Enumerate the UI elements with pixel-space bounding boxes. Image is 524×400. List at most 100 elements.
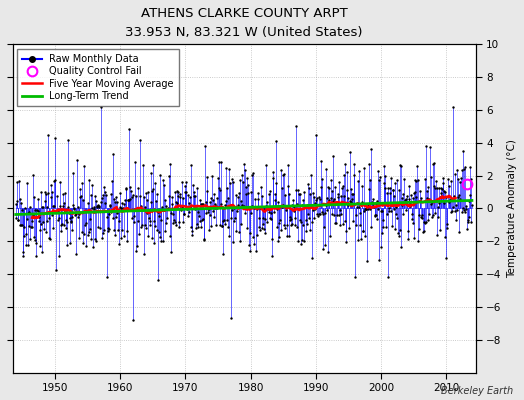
Point: [276, 226, 285, 233]
Point: [294, 187, 302, 193]
Point: [35, 218, 43, 224]
Point: [206, 199, 215, 205]
Point: [134, 185, 143, 191]
Point: [297, 241, 305, 248]
Point: [413, 163, 421, 170]
Point: [188, 232, 196, 238]
Point: [277, 167, 285, 174]
Point: [439, 175, 447, 181]
Point: [285, 191, 293, 197]
Point: [250, 240, 258, 247]
Point: [123, 228, 132, 235]
Point: [323, 206, 332, 213]
Point: [171, 199, 180, 206]
Point: [467, 176, 476, 182]
Point: [403, 192, 411, 199]
Point: [444, 199, 453, 205]
Point: [337, 193, 346, 200]
Point: [233, 208, 241, 214]
Point: [454, 176, 463, 182]
Point: [445, 197, 454, 204]
Point: [74, 203, 82, 210]
Point: [255, 224, 263, 230]
Point: [47, 182, 56, 188]
Point: [418, 212, 427, 218]
Point: [204, 206, 212, 212]
Point: [298, 202, 307, 208]
Point: [256, 205, 265, 212]
Point: [320, 223, 328, 230]
Point: [456, 196, 465, 202]
Point: [417, 214, 425, 220]
Point: [110, 227, 118, 233]
Point: [255, 215, 264, 221]
Point: [425, 196, 434, 202]
Point: [27, 218, 36, 224]
Point: [383, 189, 391, 196]
Point: [123, 238, 131, 244]
Point: [347, 191, 356, 197]
Point: [187, 224, 195, 230]
Point: [103, 225, 112, 231]
Point: [39, 204, 47, 210]
Point: [430, 160, 438, 166]
Point: [240, 160, 248, 167]
Point: [401, 197, 409, 203]
Point: [346, 198, 354, 205]
Point: [116, 204, 124, 210]
Point: [58, 191, 67, 197]
Point: [446, 197, 454, 204]
Point: [68, 227, 76, 234]
Point: [247, 189, 255, 195]
Point: [141, 222, 149, 228]
Point: [308, 219, 316, 226]
Point: [236, 237, 244, 244]
Point: [107, 208, 116, 215]
Point: [269, 174, 277, 181]
Point: [167, 210, 176, 216]
Point: [434, 204, 442, 210]
Point: [270, 209, 278, 215]
Point: [147, 199, 155, 205]
Point: [105, 210, 114, 217]
Point: [178, 179, 187, 186]
Point: [137, 223, 145, 230]
Point: [64, 136, 73, 143]
Point: [241, 210, 249, 216]
Point: [433, 214, 442, 220]
Point: [361, 206, 369, 212]
Point: [373, 215, 381, 222]
Point: [34, 195, 42, 202]
Point: [332, 220, 340, 226]
Point: [400, 176, 409, 182]
Point: [341, 161, 349, 168]
Point: [440, 188, 448, 194]
Point: [32, 240, 41, 246]
Point: [28, 172, 37, 178]
Point: [17, 222, 26, 228]
Point: [126, 196, 134, 202]
Point: [70, 206, 78, 213]
Point: [465, 192, 474, 198]
Point: [274, 199, 282, 205]
Point: [180, 211, 188, 217]
Point: [301, 228, 310, 235]
Point: [168, 194, 176, 201]
Point: [253, 232, 261, 238]
Point: [428, 213, 436, 220]
Point: [71, 212, 79, 218]
Point: [168, 201, 177, 207]
Point: [359, 208, 368, 214]
Point: [60, 199, 68, 206]
Point: [194, 224, 203, 230]
Point: [287, 216, 295, 222]
Point: [104, 226, 113, 233]
Point: [203, 209, 212, 216]
Point: [310, 194, 318, 201]
Point: [365, 161, 373, 167]
Point: [158, 204, 166, 211]
Point: [334, 179, 343, 186]
Point: [457, 175, 465, 181]
Point: [299, 197, 307, 203]
Point: [22, 242, 30, 248]
